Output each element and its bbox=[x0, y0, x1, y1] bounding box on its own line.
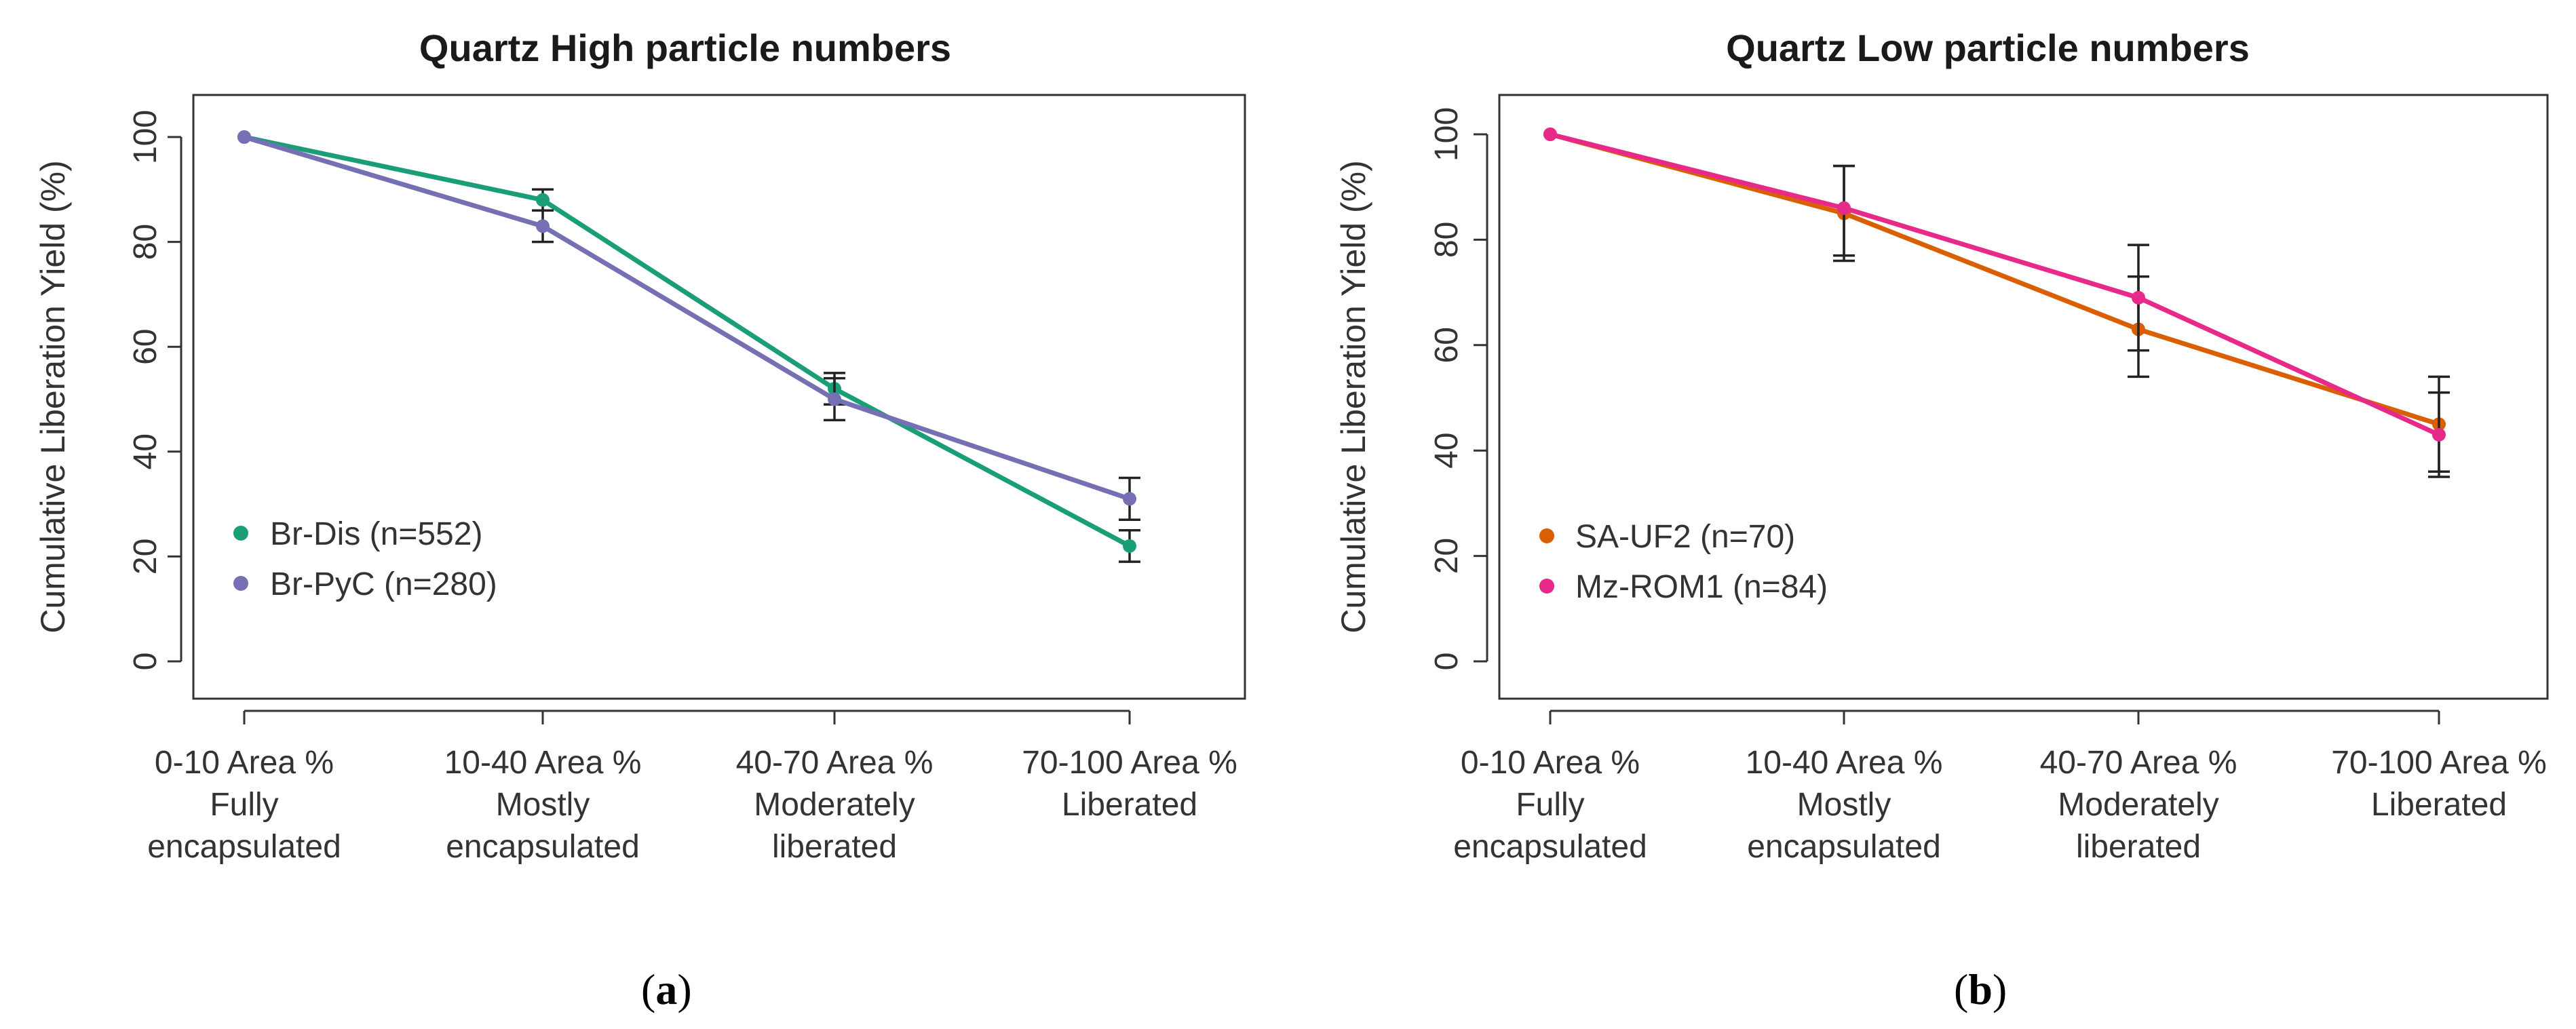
y-axis-label: Cumulative Liberation Yield (%) bbox=[34, 160, 72, 634]
caption-letter: a bbox=[655, 965, 677, 1013]
series-line-1 bbox=[244, 134, 1131, 549]
chart-panel-1: Quartz High particle numbers 0 20 40 60 80 100… bbox=[34, 26, 1246, 1013]
data-point bbox=[2432, 427, 2446, 442]
legend-label: Mz-ROM1 (n=84) bbox=[1575, 569, 1828, 605]
x-tick-label: 0-10 Area % bbox=[155, 745, 334, 781]
y-tick-label: 80 bbox=[128, 224, 164, 260]
legend-label: Br-PyC (n=280) bbox=[270, 566, 497, 602]
x-tick-label: encapsulated bbox=[1747, 829, 1941, 865]
x-tick-label: encapsulated bbox=[147, 829, 341, 865]
x-tick-label: Fully bbox=[210, 787, 278, 823]
x-tick-label: 10-40 Area % bbox=[444, 745, 642, 781]
x-tick-label: liberated bbox=[2076, 829, 2201, 865]
y-tick-label: 80 bbox=[1429, 222, 1465, 258]
caption-paren-open: ( bbox=[1954, 965, 1968, 1013]
caption-paren-open: ( bbox=[641, 965, 655, 1013]
legend-label: SA-UF2 (n=70) bbox=[1575, 519, 1795, 555]
data-point bbox=[237, 130, 251, 144]
series-line-2 bbox=[1550, 132, 2440, 438]
x-tick-label: Liberated bbox=[2371, 787, 2507, 823]
legend-label: Br-Dis (n=552) bbox=[270, 516, 482, 552]
x-tick-label: encapsulated bbox=[1453, 829, 1647, 865]
x-tick-label: 70-100 Area % bbox=[2331, 745, 2547, 781]
x-tick-label: liberated bbox=[772, 829, 897, 865]
x-tick-label: Moderately bbox=[2058, 787, 2218, 823]
data-point bbox=[1123, 539, 1136, 553]
panel-caption: (a) bbox=[641, 965, 692, 1013]
plot-frame bbox=[1498, 94, 2549, 700]
legend-marker bbox=[1539, 579, 1554, 594]
series-line-2 bbox=[243, 134, 1131, 501]
panel-caption: (b) bbox=[1954, 965, 2007, 1013]
chart-title: Quartz Low particle numbers bbox=[1726, 26, 2250, 69]
plot-frame bbox=[192, 94, 1246, 700]
x-tick-label: 40-70 Area % bbox=[2040, 745, 2237, 781]
caption-letter: b bbox=[1968, 965, 1993, 1013]
x-tick-label: Moderately bbox=[754, 787, 915, 823]
data-point bbox=[1837, 201, 1851, 215]
legend-marker bbox=[1539, 528, 1554, 543]
x-tick-label: Mostly bbox=[496, 787, 590, 823]
caption-paren-close: ) bbox=[677, 965, 691, 1013]
y-axis-label: Cumulative Liberation Yield (%) bbox=[1334, 160, 1372, 634]
y-tick-label: 60 bbox=[128, 329, 164, 365]
x-tick-label: 0-10 Area % bbox=[1461, 745, 1640, 781]
x-tick-label: Mostly bbox=[1797, 787, 1891, 823]
x-tick-label: encapsulated bbox=[446, 829, 640, 865]
y-tick-label: 0 bbox=[1429, 653, 1465, 671]
legend-marker bbox=[233, 526, 248, 541]
x-tick-label: Fully bbox=[1516, 787, 1584, 823]
y-tick-label: 20 bbox=[1429, 538, 1465, 574]
data-point bbox=[2132, 290, 2145, 305]
data-point bbox=[828, 392, 841, 406]
data-point bbox=[1123, 492, 1136, 506]
y-tick-label: 100 bbox=[1429, 107, 1465, 161]
x-tick-label: Liberated bbox=[1062, 787, 1197, 823]
x-tick-label: 10-40 Area % bbox=[1746, 745, 1943, 781]
x-tick-label: 70-100 Area % bbox=[1022, 745, 1237, 781]
y-tick-label: 0 bbox=[128, 653, 164, 671]
caption-paren-close: ) bbox=[1993, 965, 2007, 1013]
x-tick-label: 40-70 Area % bbox=[736, 745, 934, 781]
data-point bbox=[1543, 128, 1557, 141]
chart-panel-2: Quartz Low particle numbers 0 20 40 60 80 100 C… bbox=[1334, 26, 2549, 1013]
y-tick-label: 40 bbox=[1429, 433, 1465, 469]
y-tick-label: 60 bbox=[1429, 327, 1465, 363]
series-line-1 bbox=[1550, 132, 2440, 427]
y-tick-label: 20 bbox=[128, 539, 164, 575]
y-tick-label: 40 bbox=[128, 433, 164, 469]
chart-title: Quartz High particle numbers bbox=[419, 26, 951, 69]
data-point bbox=[536, 219, 550, 233]
data-point bbox=[536, 193, 550, 207]
legend-marker bbox=[233, 576, 248, 591]
y-tick-label: 100 bbox=[128, 110, 164, 164]
